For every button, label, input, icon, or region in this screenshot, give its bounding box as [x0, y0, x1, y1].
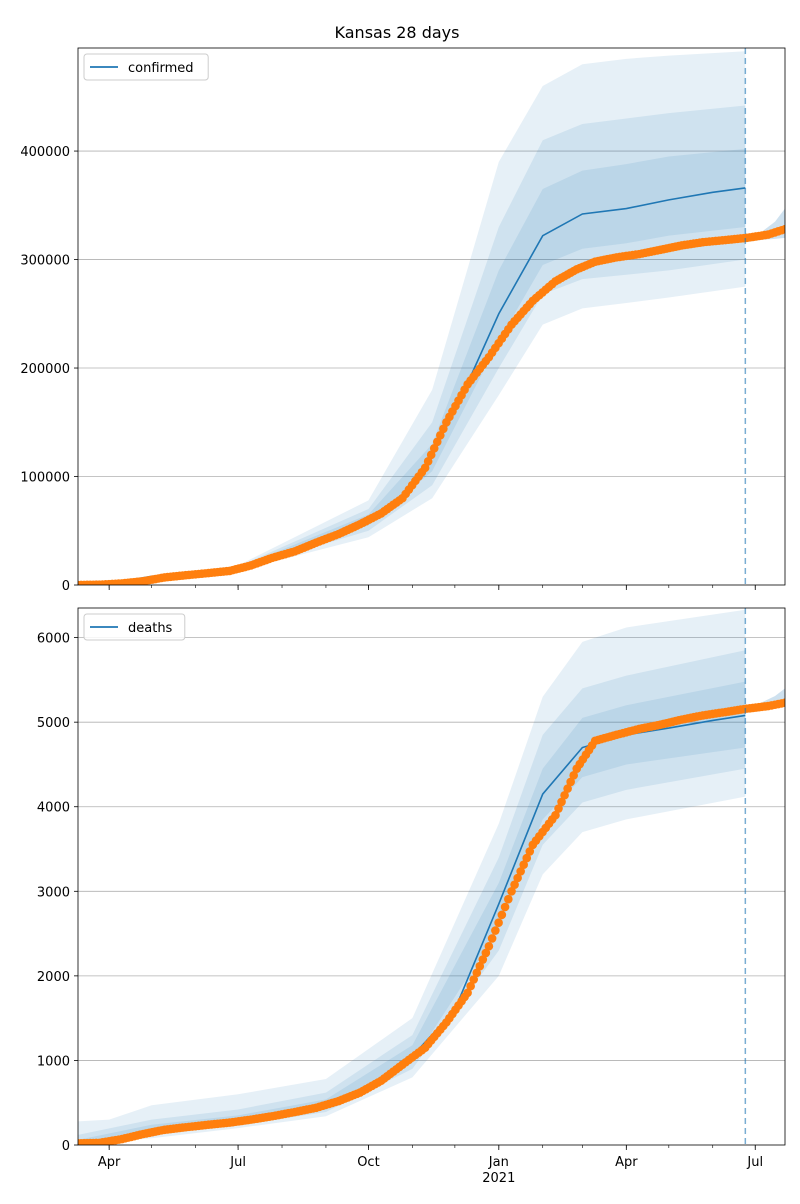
y-tick-label: 2000 [37, 970, 70, 985]
legend-box [83, 613, 186, 641]
observed-point [475, 961, 485, 971]
y-tick-label: 0 [62, 579, 70, 594]
observed-point [507, 886, 516, 896]
y-tick-label: 6000 [37, 632, 70, 647]
y-tick-label: 3000 [37, 885, 70, 900]
observed-point [423, 457, 433, 466]
observed-point [780, 698, 785, 708]
legend-label: confirmed [128, 61, 194, 76]
plot-area [78, 51, 785, 585]
observed-point [469, 975, 479, 984]
observed-point [551, 810, 560, 820]
x-tick-label: Jan [488, 1155, 509, 1170]
legend-box [83, 53, 209, 81]
observed-point [569, 771, 578, 780]
observed-point [522, 853, 532, 863]
legend-label: deaths [128, 621, 173, 636]
confirmed-panel: 0 100000 200000 300000 400000 confirmed [20, 47, 786, 594]
observed-point [519, 860, 528, 870]
observed-point [513, 873, 522, 883]
x-tick-label: Jul [746, 1155, 763, 1170]
observed-point [504, 894, 513, 904]
y-tick-label: 5000 [37, 716, 70, 731]
credible-interval-band-1 [78, 51, 746, 585]
credible-interval-band-1 [78, 609, 746, 1145]
y-tick-label: 100000 [20, 471, 70, 486]
x-tick-label: Apr [98, 1155, 121, 1170]
plot-area [78, 609, 785, 1145]
observed-point [487, 934, 497, 943]
y-tick-label: 400000 [20, 145, 70, 160]
credible-interval-band-2 [78, 105, 746, 585]
observed-point [436, 430, 445, 440]
legend: confirmed [83, 53, 209, 81]
y-tick-label: 1000 [37, 1054, 70, 1069]
observed-point [432, 437, 442, 447]
observed-point [516, 867, 525, 876]
observed-point [463, 988, 472, 998]
credible-interval-band-3 [78, 681, 746, 1145]
observed-point [497, 910, 507, 920]
x-tick-label: Apr [615, 1155, 638, 1170]
observed-point [481, 948, 491, 958]
observed-point [560, 790, 569, 800]
observed-point [466, 981, 475, 991]
observed-point [429, 444, 439, 453]
credible-interval-band-3 [78, 148, 746, 585]
axes-frame [77, 47, 786, 586]
observed-point [563, 784, 572, 793]
observed-point [478, 955, 488, 964]
y-tick-label: 0 [62, 1139, 70, 1154]
y-tick-label: 300000 [20, 254, 70, 269]
observed-point [472, 968, 482, 978]
x-tick-label: Oct [357, 1155, 379, 1170]
observed-point [525, 847, 535, 856]
observed-point [439, 424, 448, 434]
observed-point [494, 918, 503, 928]
observed-point [426, 450, 436, 460]
credible-interval-band-2 [78, 650, 746, 1145]
x-tick-label: Jul [229, 1155, 246, 1170]
observed-point [420, 463, 430, 473]
axes-frame [77, 607, 786, 1146]
x-tick-year-label: 2021 [482, 1171, 515, 1186]
y-tick-label: 4000 [37, 801, 70, 816]
deaths-panel: 0 1000 2000 3000 4000 5000 6000 Apr Jul Oct Jan202… [37, 607, 786, 1186]
observed-point [484, 941, 494, 951]
observed-point [566, 777, 575, 787]
observed-point [554, 804, 563, 813]
observed-point [500, 902, 510, 912]
legend: deaths [83, 613, 186, 641]
observed-point [557, 797, 566, 807]
chart-title: Kansas 28 days [335, 23, 460, 42]
y-tick-label: 200000 [20, 362, 70, 377]
observed-point [491, 926, 500, 935]
observed-point [780, 224, 785, 234]
observed-point [510, 880, 519, 889]
